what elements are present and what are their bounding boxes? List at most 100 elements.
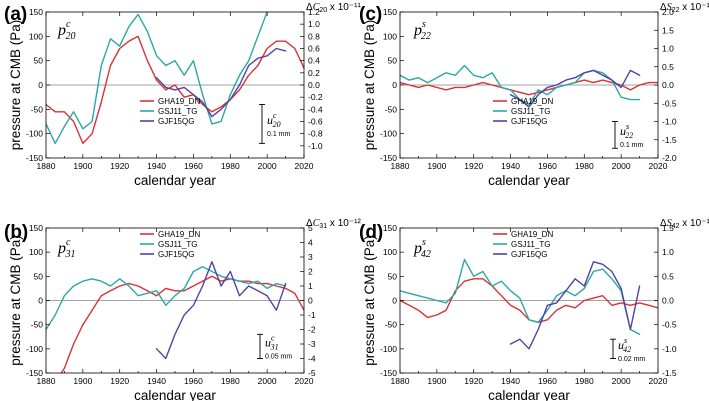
scale-sup: s — [626, 122, 629, 131]
x-tick-label: 1940 — [147, 161, 166, 171]
title-main: p — [413, 240, 422, 257]
x-tick-label: 2020 — [649, 161, 668, 171]
right-title-var: C — [313, 218, 320, 229]
y-tick-label: -50 — [31, 320, 44, 330]
x-tick-label: 2000 — [258, 161, 277, 171]
scale-bar-value: 0.02 mm — [618, 356, 645, 363]
series-line-gjf15qg — [509, 261, 641, 350]
y-tick-label: 50 — [34, 56, 44, 66]
title-sub: 22 — [421, 31, 431, 42]
y2-tick-label: 5 — [308, 223, 313, 233]
x-tick-label: 2020 — [649, 376, 668, 386]
legend-label-gjf15qg: GJF15QG — [511, 117, 547, 126]
y-tick-label: 150 — [383, 7, 397, 17]
x-tick-label: 1920 — [464, 161, 483, 171]
y-tick-label: -100 — [380, 344, 397, 354]
right-title-suffix: x 10⁻¹² — [679, 218, 709, 229]
series-line-gjf15qg — [155, 47, 287, 118]
x-tick-label: 1900 — [427, 161, 446, 171]
panel-title: ps 22 — [413, 19, 431, 42]
y-tick-label: -150 — [380, 368, 397, 378]
y-tick-label: -100 — [26, 129, 43, 139]
y2-tick-label: -1 — [308, 310, 316, 320]
scale-sub: 31 — [270, 342, 279, 351]
series-line-gha19_dn — [46, 35, 304, 145]
title-main: p — [57, 240, 66, 257]
legend-label-gjf15qg: GJF15QG — [511, 250, 547, 259]
scale-sup: s — [624, 336, 627, 345]
y-tick-label: -50 — [31, 104, 44, 114]
right-title-sub: 20 — [319, 7, 327, 14]
y2-tick-label: 4 — [308, 238, 313, 248]
panel-a: 1880 1900 1920 1940 1960 1980 2000 202015010050… — [4, 2, 361, 188]
y2-tick-label: -1.5 — [662, 135, 677, 145]
y-axis-label: pressure at CMB (Pa) — [362, 235, 377, 366]
right-axis-title: ΔC31 x 10⁻¹² — [306, 218, 361, 230]
y-tick-label: 0 — [392, 296, 397, 306]
right-axis-title: ΔS42 x 10⁻¹² — [660, 218, 709, 230]
panel-label: (c) — [359, 4, 382, 25]
x-tick-label: 1920 — [110, 161, 129, 171]
scale-bar-value: 0.1 mm — [267, 131, 291, 138]
x-tick-label: 1920 — [110, 376, 129, 386]
right-title-sub: 31 — [319, 223, 327, 230]
scale-bar-symbol: uc 20 — [267, 111, 281, 129]
y2-tick-label: 1.2 — [308, 7, 320, 17]
x-tick-label: 2020 — [295, 376, 314, 386]
x-tick-label: 2000 — [258, 376, 277, 386]
legend-label-gha19_dn: GHA19_DN — [158, 97, 200, 106]
x-tick-label: 2000 — [612, 376, 631, 386]
y-tick-label: 100 — [383, 31, 397, 41]
panel-label: (d) — [359, 222, 383, 243]
panel-label: (b) — [4, 222, 28, 243]
x-tick-label: 1920 — [464, 376, 483, 386]
legend-label-gsj11_tg: GSJ11_TG — [158, 107, 197, 116]
y2-tick-label: -0.6 — [308, 117, 323, 127]
scale-bar-symbol: us 22 — [620, 122, 633, 140]
y2-tick-label: -0.5 — [662, 98, 677, 108]
x-tick-label: 1960 — [184, 376, 203, 386]
scale-var: u — [618, 338, 624, 352]
y2-tick-label: 0.0 — [308, 80, 320, 90]
series-line-gsj11_tg — [400, 258, 641, 335]
title-main: p — [413, 22, 422, 39]
x-tick-label: 1900 — [73, 161, 92, 171]
y-tick-label: 150 — [383, 223, 397, 233]
y-tick-label: -100 — [26, 344, 43, 354]
y-tick-label: -50 — [385, 104, 398, 114]
right-title-prefix: Δ — [306, 2, 313, 13]
right-title-suffix: x 10⁻¹¹ — [327, 2, 361, 13]
x-tick-label: 1980 — [221, 161, 240, 171]
x-tick-label: 2020 — [295, 161, 314, 171]
y2-tick-label: 1.5 — [662, 223, 674, 233]
legend-label-gha19_dn: GHA19_DN — [511, 230, 553, 239]
right-axis-title: ΔS22 x 10⁻¹¹ — [660, 2, 709, 14]
right-axis-title: ΔC20 x 10⁻¹¹ — [306, 2, 361, 14]
y-tick-label: -50 — [385, 320, 398, 330]
y2-tick-label: 0.2 — [308, 68, 320, 78]
panel-title: ps 42 — [413, 237, 431, 260]
y-tick-label: 0 — [392, 80, 397, 90]
x-tick-label: 1980 — [575, 376, 594, 386]
y2-tick-label: -1.5 — [662, 368, 677, 378]
scale-sub: 22 — [625, 131, 633, 140]
x-tick-label: 1880 — [391, 376, 410, 386]
y-tick-label: 100 — [383, 247, 397, 257]
legend-label-gha19_dn: GHA19_DN — [158, 230, 200, 239]
scale-bar-value: 0.1 mm — [620, 142, 644, 149]
title-sup: s — [422, 19, 426, 30]
y2-tick-label: 1 — [308, 281, 313, 291]
title-main: p — [57, 22, 66, 39]
scale-sub: 20 — [273, 120, 281, 129]
y2-tick-label: -0.8 — [308, 129, 323, 139]
y2-tick-label: 2.0 — [662, 7, 674, 17]
legend-label-gha19_dn: GHA19_DN — [511, 97, 553, 106]
scale-sup: c — [273, 111, 277, 120]
panel-d: 1880 1900 1920 1940 1960 1980 2000 2020 150 100 50… — [359, 218, 709, 401]
legend-label-gjf15qg: GJF15QG — [158, 117, 194, 126]
y2-tick-label: 1.0 — [662, 44, 674, 54]
scale-bar-value: 0.05 mm — [265, 353, 292, 360]
y-axis-label: pressure at CMB (Pa) — [8, 20, 23, 151]
y2-tick-label: 0.0 — [662, 296, 674, 306]
y2-tick-label: -1.0 — [662, 344, 677, 354]
